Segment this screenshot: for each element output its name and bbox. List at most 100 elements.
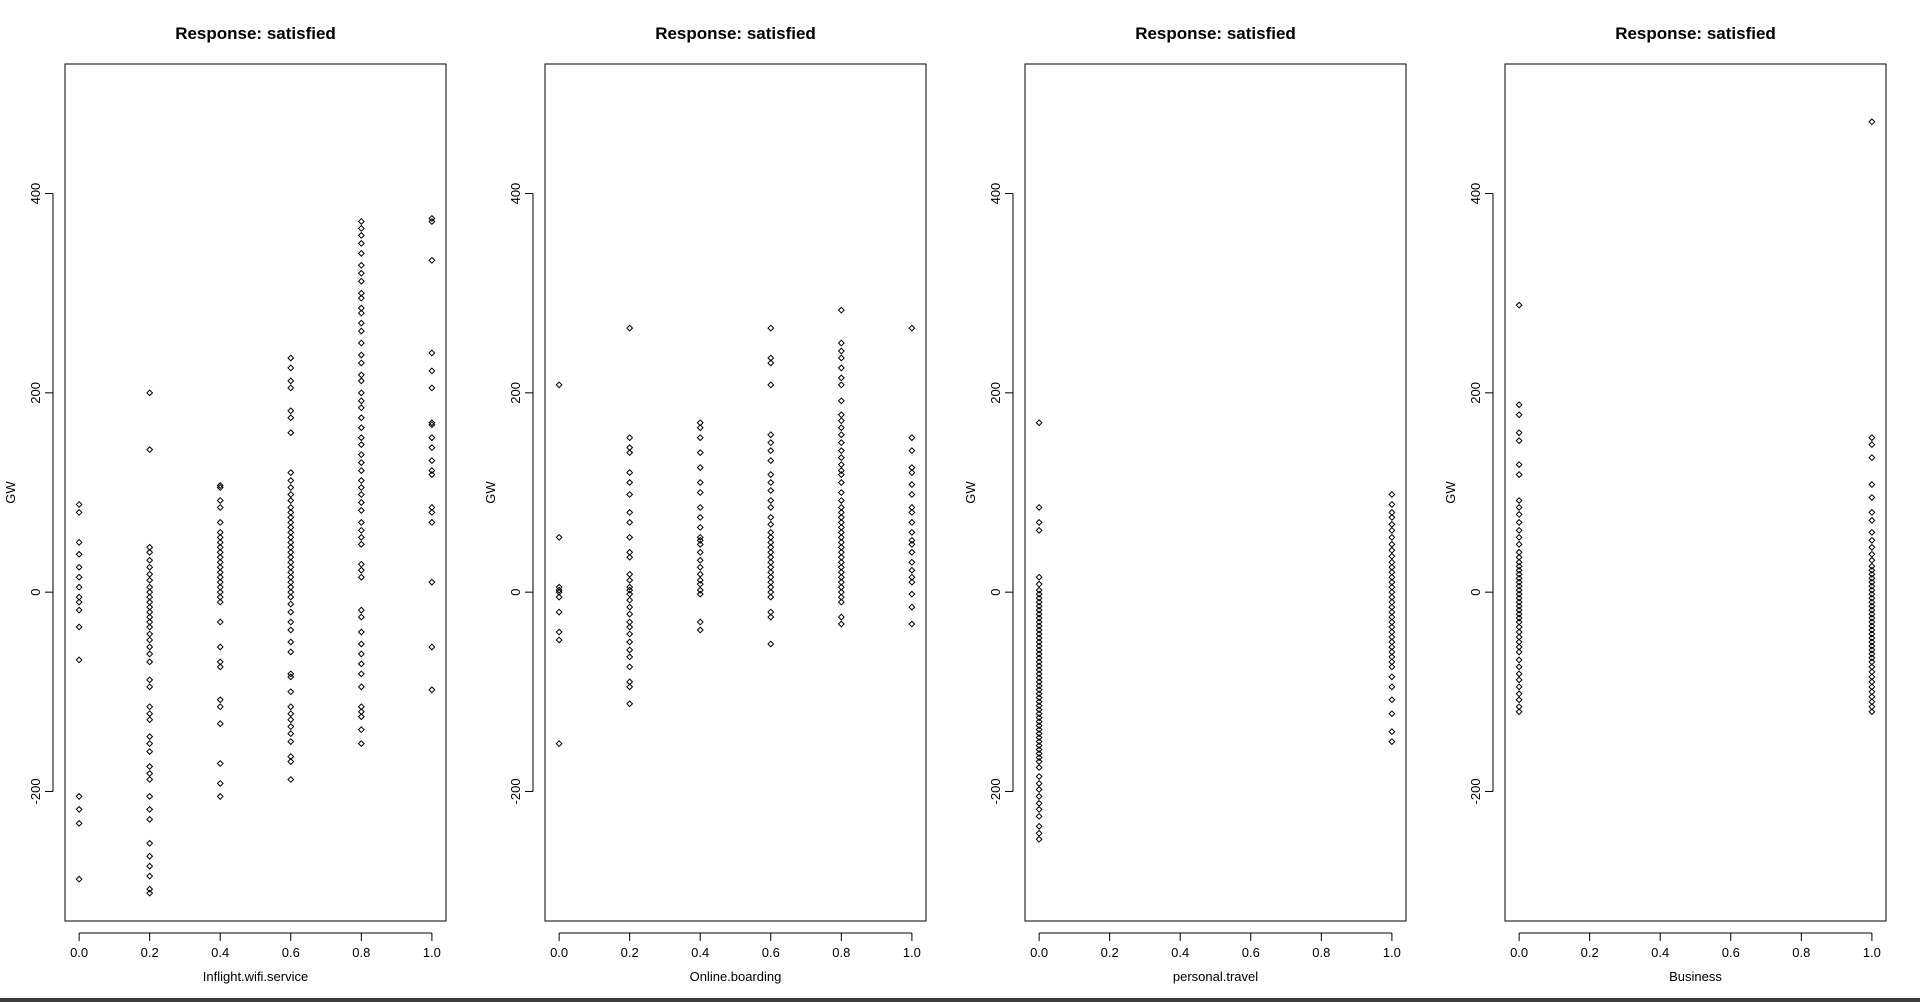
data-point [357, 670, 365, 678]
data-point [908, 508, 916, 516]
data-point [1515, 708, 1523, 716]
data-point [1515, 461, 1523, 469]
data-point [1515, 614, 1523, 622]
data-point [908, 548, 916, 556]
data-point [146, 703, 154, 711]
window-bottom-edge [0, 998, 1920, 1002]
data-point [287, 648, 295, 656]
data-point [287, 414, 295, 422]
data-point [908, 447, 916, 455]
data-point [1388, 683, 1396, 691]
data-point [1035, 799, 1043, 807]
x-tick-label: 0.6 [282, 945, 300, 960]
data-point [1868, 642, 1876, 650]
y-tick-label: -200 [28, 778, 43, 804]
data-point [146, 710, 154, 718]
data-point [1868, 614, 1876, 622]
data-point [1868, 586, 1876, 594]
data-point [287, 703, 295, 711]
data-point [908, 469, 916, 477]
data-point [357, 628, 365, 636]
data-point [696, 536, 704, 544]
data-point [428, 643, 436, 651]
data-point [555, 381, 563, 389]
panel-title: Response: satisfied [1615, 24, 1776, 43]
y-tick-label: -200 [1468, 778, 1483, 804]
data-point [357, 277, 365, 285]
panel-2: Response: satisfied Online.boarding GW 0.0 0… [483, 24, 927, 984]
data-point [216, 598, 224, 606]
data-point [626, 553, 634, 561]
data-point [357, 424, 365, 432]
data-point [1388, 490, 1396, 499]
data-point [696, 523, 704, 531]
data-point [1035, 726, 1043, 734]
data-point [767, 513, 775, 521]
data-point [908, 540, 916, 548]
data-point [626, 590, 634, 598]
data-point [767, 613, 775, 621]
data-point [1035, 670, 1043, 678]
data-point [287, 600, 295, 608]
data-point [287, 638, 295, 646]
y-tick-label: 400 [508, 183, 523, 205]
x-tick-label: 0.8 [1312, 945, 1330, 960]
data-point [1035, 646, 1043, 654]
y-axis-label: GW [483, 481, 498, 504]
data-point [146, 716, 154, 724]
x-tick-label: 0.6 [1242, 945, 1260, 960]
data-point [357, 339, 365, 347]
data-point [357, 506, 365, 514]
data-point [1868, 598, 1876, 606]
plot-frame [544, 63, 927, 922]
data-point [1515, 690, 1523, 698]
data-point [908, 590, 916, 598]
data-point [1035, 812, 1043, 820]
data-point [626, 434, 634, 442]
data-point [216, 482, 224, 490]
data-point [1868, 118, 1876, 126]
data-point [75, 573, 83, 581]
data-point [216, 720, 224, 728]
plot-frame [1024, 63, 1407, 922]
data-point [75, 792, 83, 800]
data-point [696, 533, 704, 541]
data-point [357, 740, 365, 748]
data-point [1035, 526, 1043, 534]
data-point [146, 683, 154, 691]
data-point [428, 384, 436, 392]
data-point [1035, 722, 1043, 730]
data-point [696, 626, 704, 634]
data-point [1868, 654, 1876, 662]
y-tick-label: 0 [1468, 589, 1483, 596]
data-point [428, 217, 436, 225]
data-point [1515, 602, 1523, 610]
data-point [1035, 662, 1043, 670]
data-point [357, 683, 365, 691]
data-point [75, 805, 83, 813]
data-point [837, 454, 845, 462]
data-point [428, 518, 436, 526]
data-point [837, 447, 845, 455]
data-point [1515, 594, 1523, 602]
data-point [357, 351, 365, 359]
data-point [75, 538, 83, 546]
data-point [1868, 708, 1876, 716]
data-point [287, 593, 295, 601]
data-point [1035, 610, 1043, 618]
data-point [357, 377, 365, 385]
data-point [216, 779, 224, 787]
data-point [767, 593, 775, 601]
x-tick-label: 1.0 [1863, 945, 1881, 960]
y-tick-label: -200 [988, 778, 1003, 804]
data-point [1515, 696, 1523, 704]
data-point [357, 434, 365, 442]
data-point [1035, 792, 1043, 800]
data-point [696, 563, 704, 571]
data-point [146, 862, 154, 870]
data-point [696, 590, 704, 598]
data-point [287, 670, 295, 678]
data-point [1388, 738, 1396, 746]
data-point [428, 349, 436, 357]
data-point [287, 626, 295, 634]
